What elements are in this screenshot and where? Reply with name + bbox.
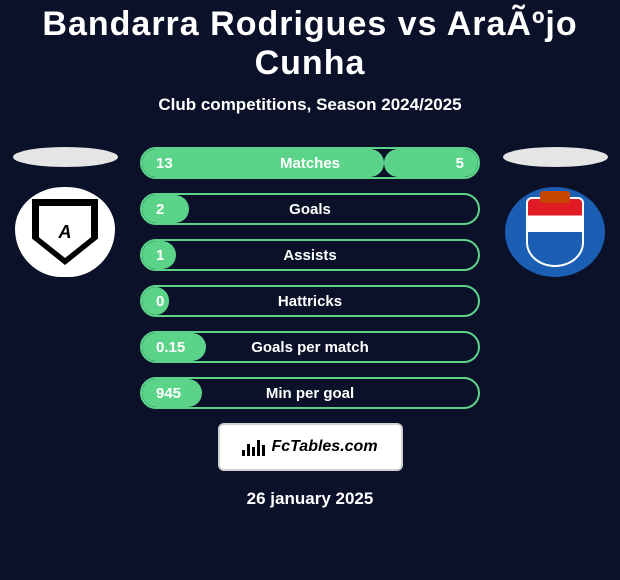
stat-value-left: 0 — [156, 293, 164, 310]
content-row: A 13 Matches 5 2 Goals 1 Assists 0 Hattricks 0.15… — [0, 147, 620, 409]
left-player-col: A — [10, 147, 120, 277]
stat-value-left: 945 — [156, 385, 181, 402]
stat-value-left: 2 — [156, 201, 164, 218]
stat-row: 0 Hattricks — [140, 285, 480, 317]
stat-label: Goals — [289, 201, 331, 218]
left-club-badge: A — [15, 187, 115, 277]
stat-label: Goals per match — [251, 339, 369, 356]
left-club-shield-inner: A — [39, 206, 91, 258]
stat-value-left: 1 — [156, 247, 164, 264]
comparison-card: Bandarra Rodrigues vs AraÃºjo Cunha Club… — [0, 0, 620, 514]
stat-row: 2 Goals — [140, 193, 480, 225]
stat-value-left: 13 — [156, 155, 173, 172]
stat-row: 13 Matches 5 — [140, 147, 480, 179]
bars-icon — [242, 438, 265, 456]
right-club-badge — [505, 187, 605, 277]
site-attribution: FcTables.com — [218, 423, 403, 471]
stat-row: 945 Min per goal — [140, 377, 480, 409]
stat-value-right: 5 — [456, 155, 464, 172]
right-club-shield — [526, 197, 584, 267]
footer: FcTables.com 26 january 2025 — [0, 423, 620, 509]
right-player-col — [500, 147, 610, 277]
left-player-photo-placeholder — [13, 147, 118, 167]
stat-label: Matches — [280, 155, 340, 172]
stat-fill-left — [142, 149, 384, 177]
stat-label: Assists — [283, 247, 336, 264]
stat-label: Min per goal — [266, 385, 354, 402]
stat-fill-left — [142, 195, 189, 223]
stat-row: 0.15 Goals per match — [140, 331, 480, 363]
page-title: Bandarra Rodrigues vs AraÃºjo Cunha — [0, 5, 620, 83]
stat-row: 1 Assists — [140, 239, 480, 271]
site-label: FcTables.com — [271, 438, 377, 456]
stats-table: 13 Matches 5 2 Goals 1 Assists 0 Hattricks 0.15 Go… — [140, 147, 480, 409]
right-player-photo-placeholder — [503, 147, 608, 167]
date-label: 26 january 2025 — [247, 489, 374, 509]
stat-label: Hattricks — [278, 293, 342, 310]
stat-value-left: 0.15 — [156, 339, 185, 356]
page-subtitle: Club competitions, Season 2024/2025 — [0, 95, 620, 115]
left-club-shield-outer: A — [32, 199, 98, 265]
